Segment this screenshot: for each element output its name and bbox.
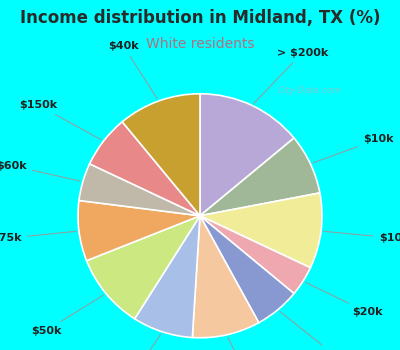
- Text: $20k: $20k: [306, 282, 382, 317]
- Text: City-Data.com: City-Data.com: [278, 86, 342, 95]
- Wedge shape: [200, 94, 294, 216]
- Wedge shape: [122, 94, 200, 216]
- Wedge shape: [90, 122, 200, 216]
- Text: $125k: $125k: [280, 312, 353, 350]
- Text: $50k: $50k: [31, 295, 104, 336]
- Text: $40k: $40k: [108, 41, 157, 99]
- Wedge shape: [200, 193, 322, 268]
- Wedge shape: [79, 164, 200, 216]
- Text: $75k: $75k: [0, 231, 76, 243]
- Text: $100k: $100k: [324, 231, 400, 243]
- Text: Income distribution in Midland, TX (%): Income distribution in Midland, TX (%): [20, 9, 380, 27]
- Wedge shape: [78, 201, 200, 261]
- Text: > $200k: > $200k: [254, 48, 328, 103]
- Wedge shape: [86, 216, 200, 319]
- Text: $200k: $200k: [106, 334, 161, 350]
- Text: $30k: $30k: [228, 337, 270, 350]
- Text: $150k: $150k: [20, 100, 101, 140]
- Text: $60k: $60k: [0, 161, 80, 181]
- Wedge shape: [200, 216, 294, 323]
- Wedge shape: [200, 138, 320, 216]
- Text: White residents: White residents: [146, 37, 254, 51]
- Wedge shape: [192, 216, 259, 338]
- Wedge shape: [135, 216, 200, 337]
- Wedge shape: [200, 216, 310, 294]
- Text: $10k: $10k: [313, 134, 394, 163]
